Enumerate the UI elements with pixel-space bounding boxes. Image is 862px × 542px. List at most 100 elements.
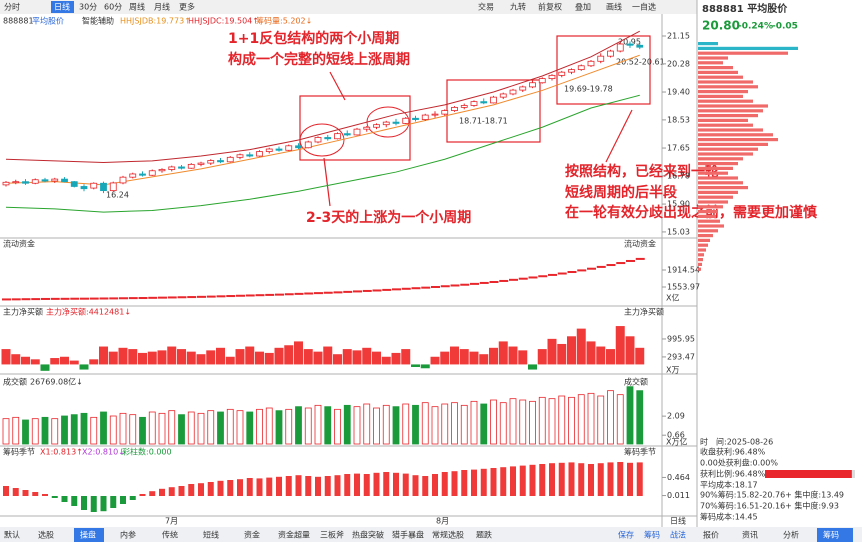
panel-title: 成交额: [3, 377, 27, 387]
tab[interactable]: 保存: [618, 530, 634, 540]
tab[interactable]: 更多: [179, 2, 195, 12]
candle-body: [460, 105, 468, 108]
flow-step: [548, 273, 557, 276]
tab[interactable]: 常规选股: [432, 530, 464, 540]
tab[interactable]: 选股: [38, 530, 54, 540]
chip-bar: [698, 109, 763, 113]
tab[interactable]: 资讯: [742, 530, 758, 540]
bar: [324, 476, 331, 496]
tool[interactable]: 前复权: [538, 2, 562, 12]
bar: [568, 462, 575, 496]
bar: [381, 356, 391, 365]
bar: [498, 341, 508, 365]
tab[interactable]: 内参: [120, 530, 136, 540]
chip-bar: [698, 243, 708, 247]
tab[interactable]: 操盘: [80, 530, 96, 540]
tool[interactable]: 叠加: [575, 2, 591, 12]
chip-stat: 70%筹码:16.51-20.16+ 集中度:9.93: [700, 501, 839, 511]
tab[interactable]: 筹码: [823, 530, 839, 540]
flow-step: [284, 293, 294, 296]
flow-step: [343, 290, 353, 293]
tab[interactable]: 周线: [129, 2, 145, 12]
flow-step: [226, 295, 236, 298]
candle-body: [275, 148, 283, 151]
chip-bar: [698, 181, 743, 185]
price-label: 16.24: [106, 191, 129, 200]
flow-step: [362, 289, 372, 292]
candle-body: [187, 163, 195, 169]
bar: [490, 468, 497, 496]
y-tick-label: 2.09: [667, 412, 685, 421]
tool[interactable]: 交易: [478, 2, 494, 12]
volume-bar: [12, 416, 20, 445]
bar: [237, 479, 243, 496]
tab[interactable]: 月线: [154, 2, 170, 12]
bar: [528, 364, 537, 370]
tab[interactable]: 传统: [162, 530, 178, 540]
bar: [42, 494, 48, 496]
tab[interactable]: 猎手暴盘: [392, 530, 424, 540]
candle-body: [129, 173, 137, 178]
panel-title-right: 成交额: [624, 377, 648, 387]
candle-body: [100, 182, 107, 192]
bar: [636, 462, 643, 496]
tab[interactable]: 题跌: [476, 530, 492, 540]
bar: [90, 496, 97, 512]
tab[interactable]: 资金: [244, 530, 260, 540]
tab[interactable]: 资金超量: [278, 530, 310, 540]
bar: [139, 494, 146, 496]
volume-bar: [275, 410, 283, 445]
bar: [537, 349, 547, 365]
bar: [430, 356, 440, 365]
volume-bar: [470, 400, 478, 445]
profit-bar: [765, 470, 852, 478]
flow-step: [577, 269, 587, 272]
tab[interactable]: 默认: [4, 530, 20, 540]
tool[interactable]: 九转: [510, 2, 526, 12]
tab[interactable]: 筹码: [644, 530, 660, 540]
tab[interactable]: 短线: [203, 530, 219, 540]
candle-body: [363, 126, 371, 130]
flow-step: [460, 283, 470, 286]
flow-step: [557, 272, 567, 275]
tool[interactable]: 一自选: [632, 2, 656, 12]
tab[interactable]: 战法: [670, 530, 686, 540]
bar: [266, 477, 273, 496]
chip-bar: [698, 114, 758, 118]
assist[interactable]: 智能辅助: [82, 16, 114, 26]
volume-bar: [343, 404, 351, 445]
candle-body: [636, 44, 644, 48]
tab[interactable]: 三板斧: [320, 530, 344, 540]
chip-bar: [698, 66, 733, 70]
flow-step: [197, 295, 206, 298]
tab[interactable]: 60分: [104, 3, 122, 12]
flow-step: [294, 292, 304, 295]
tab[interactable]: 30分: [79, 3, 97, 12]
tab[interactable]: 日线: [54, 2, 70, 12]
volume-bar: [499, 402, 507, 445]
callout-arrow: [605, 109, 633, 163]
bar: [246, 478, 253, 496]
bar: [489, 347, 498, 365]
candle-body: [392, 121, 400, 124]
bar: [372, 351, 381, 365]
volume-bar: [119, 412, 127, 445]
volume-bar: [558, 395, 566, 445]
volume-bar: [236, 410, 244, 445]
panel-title-right: 筹码季节: [624, 447, 656, 457]
flow-step: [470, 282, 479, 285]
bar: [217, 480, 224, 496]
price-label: 20.52-20.61: [616, 58, 665, 67]
tool[interactable]: 画线: [606, 2, 622, 12]
tab[interactable]: 报价: [703, 530, 719, 540]
tab[interactable]: 分时: [4, 2, 20, 12]
chip-bar: [698, 70, 738, 74]
tab[interactable]: 热盘突破: [352, 530, 384, 540]
bar: [157, 350, 167, 365]
panel-legend: 26769.08亿↓: [30, 377, 83, 387]
tab[interactable]: 分析: [783, 530, 799, 540]
bar: [303, 349, 313, 365]
bar: [479, 354, 489, 365]
flow-step: [538, 275, 548, 278]
bar: [635, 347, 645, 365]
